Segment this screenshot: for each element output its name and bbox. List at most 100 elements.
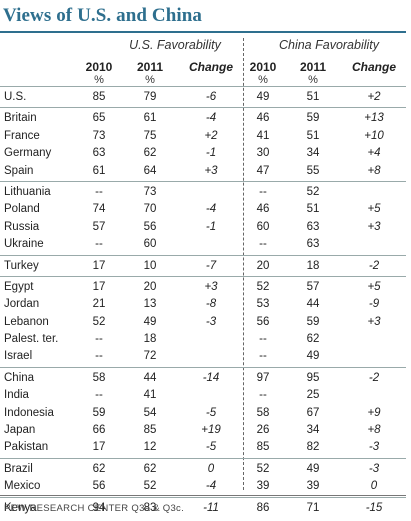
us-2011-cell: 64 [143, 164, 157, 177]
us-change-cell: -7 [205, 259, 217, 272]
china-2010-cell: 46 [256, 112, 270, 125]
us-2011-cell: 12 [143, 441, 157, 454]
country-cell: Mexico [4, 480, 41, 493]
country-cell: Russia [4, 220, 40, 233]
us-2010-cell: 66 [92, 424, 106, 437]
country-cell: Lebanon [4, 315, 49, 328]
china-change-cell: -3 [368, 462, 380, 475]
china-2011-cell: 95 [306, 371, 320, 384]
us-2011-unit: % [145, 74, 155, 86]
group-divider [243, 38, 244, 490]
china-2011-cell: 25 [306, 389, 320, 402]
china-2010-cell: 47 [256, 164, 270, 177]
china-2010-cell: 52 [256, 280, 270, 293]
country-cell: Brazil [4, 462, 33, 475]
china-2010-cell: -- [259, 389, 267, 402]
china-2010-cell: -- [259, 350, 267, 363]
china-2011-cell: 51 [306, 129, 320, 142]
china-change-cell: +5 [367, 203, 381, 216]
us-2011-cell: 13 [143, 298, 157, 311]
china-2010-cell: -- [259, 185, 267, 198]
china-2011-cell: 71 [306, 501, 320, 514]
china-change-cell: +2 [367, 91, 381, 103]
china-2010-cell: 30 [256, 147, 270, 160]
us-change-cell: -4 [205, 112, 217, 125]
china-2010-cell: -- [259, 333, 267, 346]
china-2010-cell: 26 [256, 424, 270, 437]
us-change-cell: -3 [205, 315, 217, 328]
us-2011-cell: 56 [143, 220, 157, 233]
china-2011-cell: 67 [306, 406, 320, 419]
country-cell: China [4, 371, 35, 384]
us-change-cell: -1 [205, 147, 217, 160]
country-cell: Lithuania [4, 185, 51, 198]
us-2010-cell: 74 [92, 203, 106, 216]
favorability-table: U.S. 85 79 -6 49 51 +2 Britain 65 61 -4 46 59 +13 Fran… [0, 86, 406, 518]
us-change-cell: 0 [207, 462, 215, 475]
us-2010-cell: 65 [92, 112, 106, 125]
china-2011-cell: 39 [306, 480, 320, 493]
us-2011-cell: 61 [143, 112, 157, 125]
table-row: Spain 61 64 +3 47 55 +8 [0, 163, 406, 180]
china-2010-cell: 60 [256, 220, 270, 233]
country-cell: India [4, 389, 29, 402]
us-2011-cell: 10 [143, 259, 157, 272]
us-2010-cell: 62 [92, 462, 106, 475]
country-cell: Jordan [4, 298, 40, 311]
china-change-cell: +3 [367, 220, 381, 233]
section-separator [0, 275, 406, 277]
table-row: Kenya 94 83 -11 86 71 -15 [0, 500, 406, 517]
china-change-cell: -2 [368, 371, 380, 384]
country-cell: Germany [4, 147, 52, 160]
us-2011-cell: 54 [143, 406, 157, 419]
china-2011-cell: 62 [306, 333, 320, 346]
country-cell: Spain [4, 164, 34, 177]
country-cell: France [4, 129, 40, 142]
us-2011-cell: 85 [143, 424, 157, 437]
china-change-cell: +3 [367, 315, 381, 328]
china-2010-cell: 39 [256, 480, 270, 493]
china-2011-cell: 34 [306, 147, 320, 160]
table-row: Egypt 17 20 +3 52 57 +5 [0, 279, 406, 296]
table-row: Indonesia 59 54 -5 58 67 +9 [0, 405, 406, 422]
china-2011-cell: 55 [306, 164, 320, 177]
us-2010-cell: -- [95, 350, 103, 363]
us-2011-cell: 18 [143, 333, 157, 346]
page-title: Views of U.S. and China [3, 5, 203, 26]
section-separator [0, 457, 406, 459]
us-2010-cell: 17 [92, 280, 106, 293]
us-change-header: Change [188, 60, 233, 74]
us-2010-cell: 58 [92, 371, 106, 384]
table-row: India -- 41 -- 25 [0, 387, 406, 404]
china-2011-cell: 52 [306, 185, 320, 198]
table-row: Russia 57 56 -1 60 63 +3 [0, 219, 406, 236]
us-2010-cell: 52 [92, 315, 106, 328]
us-2010-cell: -- [95, 185, 103, 198]
china-change-cell: -3 [368, 441, 380, 454]
country-cell: Indonesia [4, 406, 54, 419]
us-2010-cell: -- [95, 333, 103, 346]
us-2011-cell: 73 [143, 185, 157, 198]
table-row: Britain 65 61 -4 46 59 +13 [0, 110, 406, 127]
us-2010-cell: -- [95, 238, 103, 251]
us-2011-cell: 52 [143, 480, 157, 493]
china-2011-unit: % [308, 74, 318, 86]
us-2010-cell: 59 [92, 406, 106, 419]
china-2010-cell: 86 [256, 501, 270, 514]
china-2010-unit: % [258, 74, 268, 86]
country-cell: Turkey [4, 259, 39, 272]
us-2010-header: 2010 [85, 60, 113, 74]
us-change-cell: +3 [204, 164, 218, 177]
us-change-cell: -1 [205, 220, 217, 233]
table-row: Lithuania -- 73 -- 52 [0, 184, 406, 201]
us-2010-unit: % [94, 74, 104, 86]
us-2010-cell: -- [95, 389, 103, 402]
table-row: Ukraine -- 60 -- 63 [0, 236, 406, 253]
china-2011-cell: 34 [306, 424, 320, 437]
us-2010-cell: 94 [92, 501, 106, 514]
us-2011-cell: 62 [143, 462, 157, 475]
country-cell: Ukraine [4, 238, 44, 251]
us-change-cell: -6 [205, 91, 217, 103]
china-change-cell: +10 [364, 129, 384, 142]
china-2011-cell: 44 [306, 298, 320, 311]
